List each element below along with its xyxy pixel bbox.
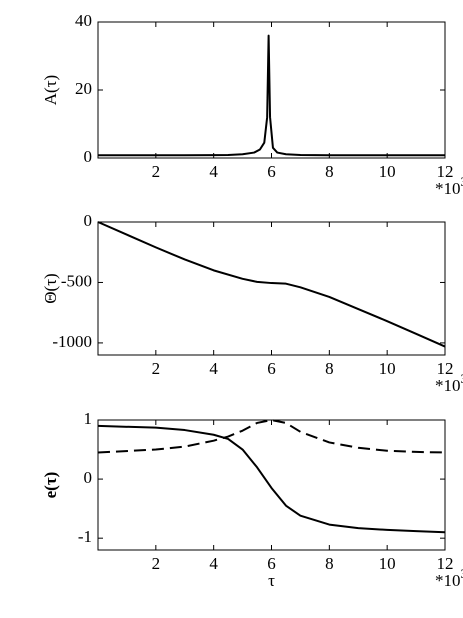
x-tick-label: 10: [379, 359, 396, 378]
x-tick-label: 6: [267, 554, 276, 573]
x-tick-label: 4: [209, 359, 218, 378]
x-tick-label: 10: [379, 554, 396, 573]
x-multiplier-base: *10: [435, 376, 461, 395]
x-multiplier-exponent: 3: [461, 566, 463, 581]
y-tick-label: 0: [84, 468, 93, 487]
x-tick-label: 12: [437, 162, 454, 181]
x-multiplier-base: *10: [435, 571, 461, 590]
x-tick-label: 12: [437, 359, 454, 378]
y-tick-label: 0: [84, 147, 93, 166]
y-tick-label: 1: [84, 409, 93, 428]
x-axis-label: τ: [268, 571, 275, 590]
x-multiplier-exponent: 3: [461, 371, 463, 386]
x-tick-label: 6: [267, 359, 276, 378]
data-line: [98, 34, 445, 157]
x-tick-label: 12: [437, 554, 454, 573]
x-multiplier-base: *10: [435, 179, 461, 198]
panel: 2 4 6 8 10 12 0 20 40 *103 A(τ): [41, 11, 463, 198]
x-tick-label: 10: [379, 162, 396, 181]
x-tick-label: 2: [152, 359, 161, 378]
x-multiplier-exponent: 3: [461, 174, 463, 189]
x-tick-label: 8: [325, 554, 334, 573]
x-tick-label: 8: [325, 162, 334, 181]
data-line: [97, 221, 446, 348]
x-tick-label: 2: [152, 162, 161, 181]
x-tick-label: 8: [325, 359, 334, 378]
y-tick-label: 0: [84, 211, 93, 230]
y-tick-label: 20: [75, 79, 92, 98]
x-multiplier: *103: [435, 174, 463, 198]
x-tick-label: 2: [152, 554, 161, 573]
y-axis-label: Θ(τ): [41, 273, 60, 303]
data-line: [97, 424, 446, 534]
y-tick-label: -1000: [52, 332, 92, 351]
y-axis-label: e(τ): [41, 472, 60, 499]
data-line: [97, 419, 446, 454]
x-tick-label: 4: [209, 162, 218, 181]
y-axis-label: A(τ): [41, 75, 60, 105]
x-multiplier: *103: [435, 371, 463, 395]
y-tick-label: 40: [75, 11, 92, 30]
y-tick-label: -500: [61, 271, 92, 290]
x-tick-label: 4: [209, 554, 218, 573]
y-tick-label: -1: [78, 527, 92, 546]
plot-frame: [97, 221, 446, 356]
x-multiplier: *103: [435, 566, 463, 590]
x-tick-label: 6: [267, 162, 276, 181]
panel: 2 4 6 8 10 12 -1 0 1 *103 e(τ) τ: [41, 409, 463, 590]
panel: 2 4 6 8 10 12 -1000 -500 0 *103 Θ(τ): [41, 211, 463, 395]
